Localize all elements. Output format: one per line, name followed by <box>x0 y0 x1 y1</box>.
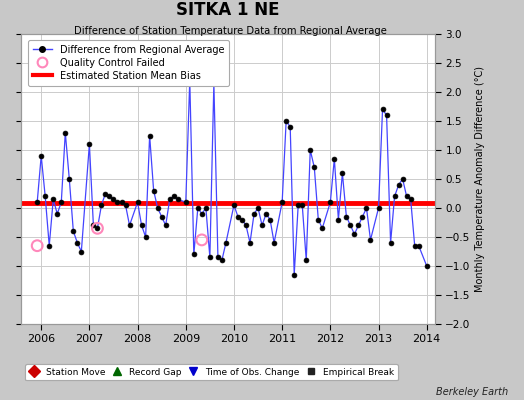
Point <box>93 225 102 232</box>
Text: Difference of Station Temperature Data from Regional Average: Difference of Station Temperature Data f… <box>74 26 387 36</box>
Legend: Station Move, Record Gap, Time of Obs. Change, Empirical Break: Station Move, Record Gap, Time of Obs. C… <box>25 364 398 380</box>
Point <box>198 237 206 243</box>
Point <box>33 242 41 249</box>
Title: SITKA 1 NE: SITKA 1 NE <box>176 0 280 18</box>
Y-axis label: Monthly Temperature Anomaly Difference (°C): Monthly Temperature Anomaly Difference (… <box>475 66 485 292</box>
Text: Berkeley Earth: Berkeley Earth <box>436 387 508 397</box>
